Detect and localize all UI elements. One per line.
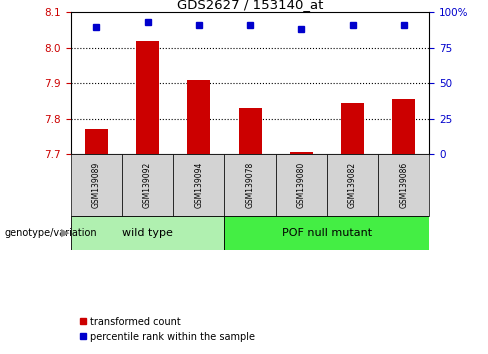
Bar <box>378 154 429 216</box>
Text: GSM139089: GSM139089 <box>92 162 101 208</box>
Bar <box>327 154 378 216</box>
Bar <box>341 103 364 154</box>
Bar <box>173 154 224 216</box>
Bar <box>392 99 415 154</box>
Bar <box>290 152 313 154</box>
Bar <box>122 154 173 216</box>
Text: GSM139082: GSM139082 <box>348 162 357 208</box>
Text: GSM139094: GSM139094 <box>194 162 203 208</box>
Bar <box>239 108 262 154</box>
Bar <box>85 129 108 154</box>
Text: wild type: wild type <box>122 228 173 238</box>
Text: POF null mutant: POF null mutant <box>282 228 372 238</box>
Text: genotype/variation: genotype/variation <box>5 228 98 238</box>
Bar <box>71 154 122 216</box>
Bar <box>224 154 276 216</box>
Bar <box>71 216 224 250</box>
Text: GSM139078: GSM139078 <box>245 162 255 208</box>
Title: GDS2627 / 153140_at: GDS2627 / 153140_at <box>177 0 323 11</box>
Bar <box>224 216 429 250</box>
Bar <box>136 41 159 154</box>
Bar <box>187 80 210 154</box>
Text: GSM139092: GSM139092 <box>143 162 152 208</box>
Text: ▶: ▶ <box>61 228 69 238</box>
Bar <box>276 154 327 216</box>
Legend: transformed count, percentile rank within the sample: transformed count, percentile rank withi… <box>76 313 259 346</box>
Text: GSM139080: GSM139080 <box>297 162 306 208</box>
Text: GSM139086: GSM139086 <box>399 162 408 208</box>
